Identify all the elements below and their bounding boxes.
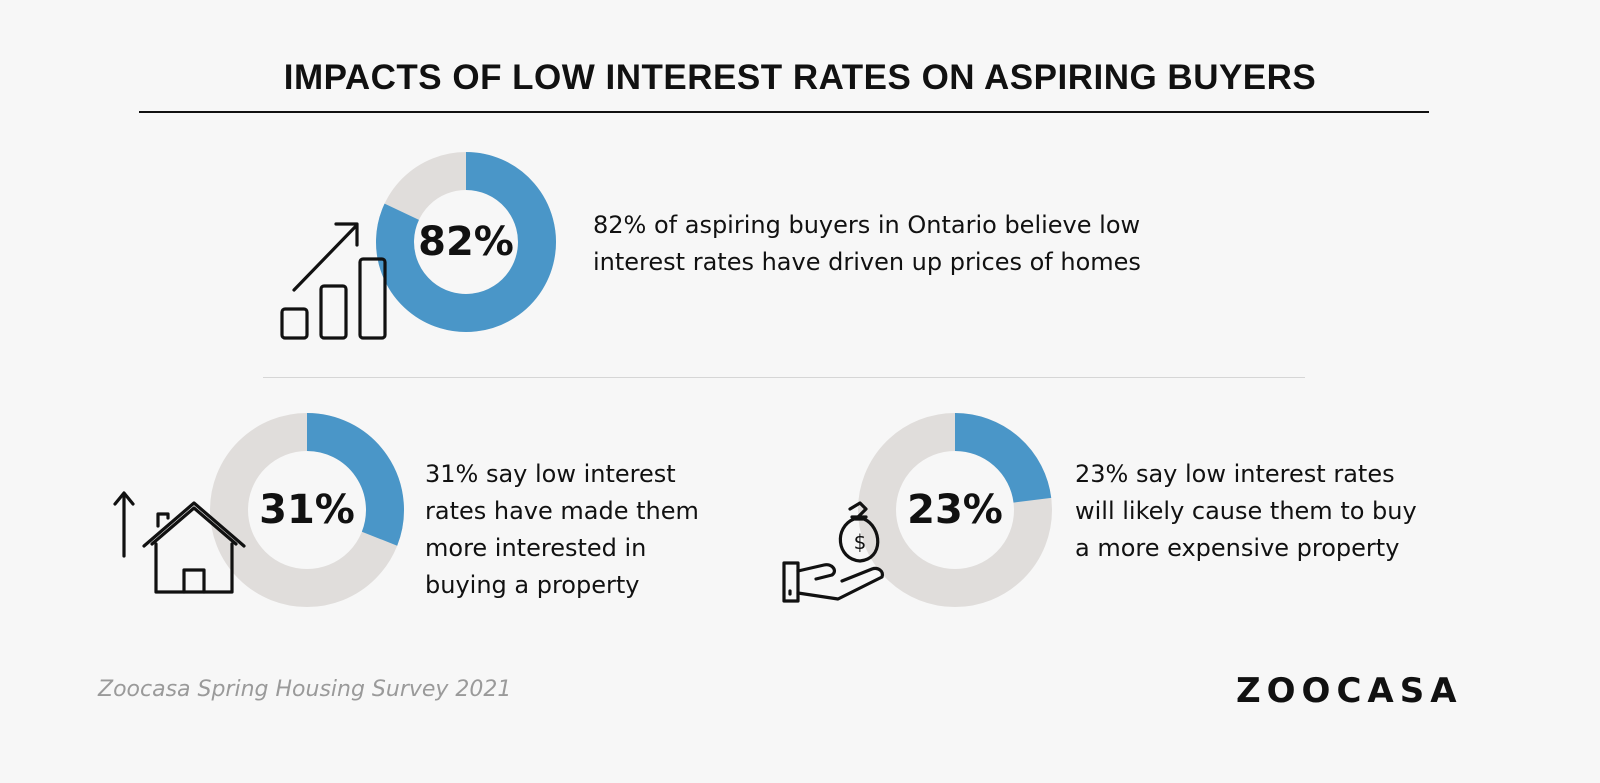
description-line: 31% say low interest [425,460,676,488]
section-divider [263,377,1305,378]
description-line: rates have made them [425,497,699,525]
bar-chart-growth-icon [278,218,390,342]
donut-chart-31: 31% [210,413,404,607]
title-divider [139,111,1429,113]
donut-chart-82: 82% [376,152,556,332]
money-bag-hand-icon: $ [778,497,886,605]
description-line: buying a property [425,571,640,599]
house-up-arrow-icon [112,488,252,596]
donut-value-slice [954,413,1052,504]
donut-center-label: 31% [259,487,355,533]
page-title: IMPACTS OF LOW INTEREST RATES ON ASPIRIN… [283,58,1317,97]
donut-chart-23: 23% [858,413,1052,607]
stat-description-82: 82% of aspiring buyers in Ontario believ… [593,207,1141,281]
description-line: 82% of aspiring buyers in Ontario believ… [593,211,1141,239]
source-credit: Zoocasa Spring Housing Survey 2021 [98,677,512,702]
brand-logo: ZOOCASA [1236,671,1463,711]
description-line: more interested in [425,534,647,562]
description-line: a more expensive property [1075,534,1400,562]
stat-description-23: 23% say low interest rates will likely c… [1075,456,1417,567]
dollar-sign-glyph: $ [854,530,867,554]
donut-center-label: 82% [418,219,514,265]
stat-description-31: 31% say low interest rates have made the… [425,456,699,604]
donut-value-slice [306,413,404,546]
donut-center-label: 23% [907,487,1003,533]
description-line: 23% say low interest rates [1075,460,1395,488]
description-line: interest rates have driven up prices of … [593,248,1141,276]
description-line: will likely cause them to buy [1075,497,1417,525]
donut-value-slice [376,152,556,332]
